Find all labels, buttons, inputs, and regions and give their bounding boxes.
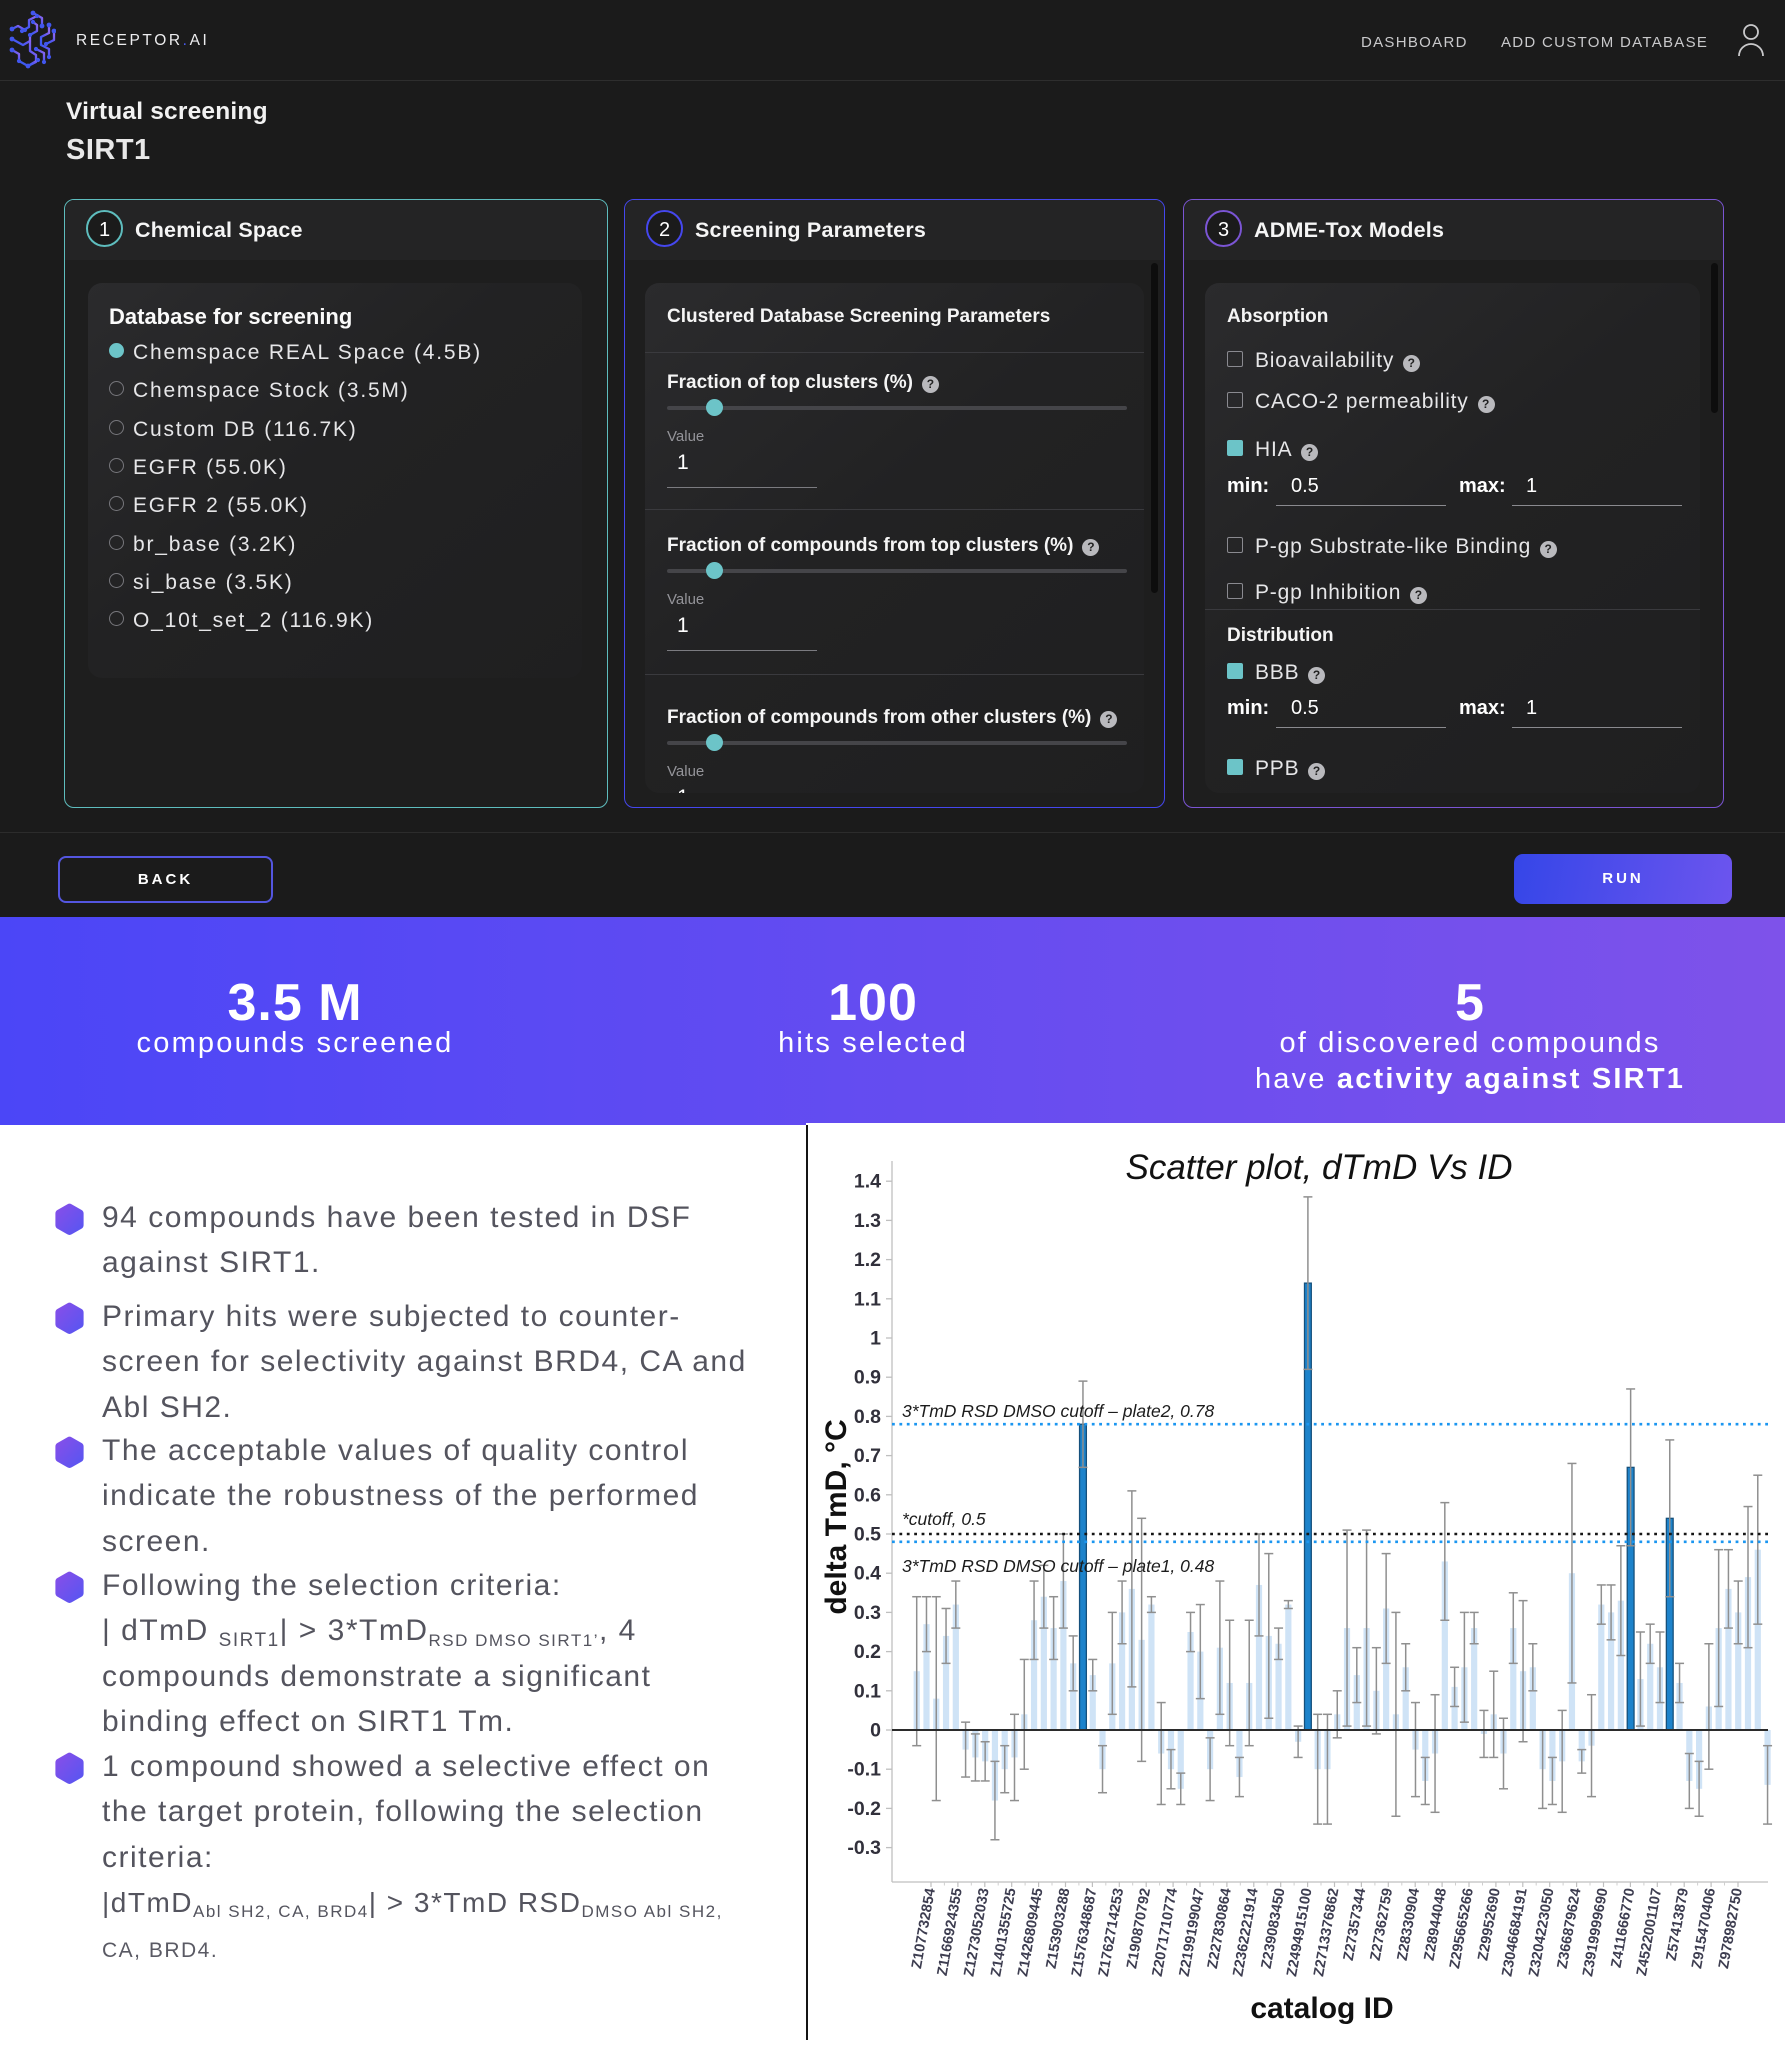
svg-text:0.9: 0.9 <box>854 1367 881 1389</box>
svg-text:1.4: 1.4 <box>854 1171 881 1193</box>
svg-text:catalog ID: catalog ID <box>1250 1992 1393 2025</box>
svg-text:-0.1: -0.1 <box>847 1759 881 1781</box>
svg-text:0.3: 0.3 <box>854 1602 881 1624</box>
svg-text:-0.3: -0.3 <box>847 1837 881 1859</box>
svg-text:1.3: 1.3 <box>854 1210 881 1232</box>
svg-text:0.7: 0.7 <box>854 1445 881 1467</box>
svg-text:0.1: 0.1 <box>854 1680 881 1702</box>
svg-text:delta TmD, °C: delta TmD, °C <box>820 1419 853 1614</box>
svg-text:*cutoff, 0.5: *cutoff, 0.5 <box>902 1509 986 1529</box>
svg-text:0.2: 0.2 <box>854 1641 881 1663</box>
svg-text:0: 0 <box>870 1720 881 1742</box>
svg-text:0.5: 0.5 <box>854 1524 881 1546</box>
svg-text:0.4: 0.4 <box>854 1563 881 1585</box>
svg-text:1: 1 <box>870 1328 881 1350</box>
svg-text:-0.2: -0.2 <box>847 1798 881 1820</box>
svg-text:1.1: 1.1 <box>854 1288 881 1310</box>
svg-text:0.6: 0.6 <box>854 1484 881 1506</box>
svg-text:0.8: 0.8 <box>854 1406 881 1428</box>
svg-text:Scatter plot, dTmD Vs ID: Scatter plot, dTmD Vs ID <box>1125 1148 1512 1187</box>
svg-text:3*TmD RSD DMSO cutoff – plate1: 3*TmD RSD DMSO cutoff – plate1, 0.48 <box>902 1556 1214 1576</box>
svg-text:1.2: 1.2 <box>854 1249 881 1271</box>
svg-text:3*TmD RSD DMSO cutoff – plate2: 3*TmD RSD DMSO cutoff – plate2, 0.78 <box>902 1401 1214 1421</box>
